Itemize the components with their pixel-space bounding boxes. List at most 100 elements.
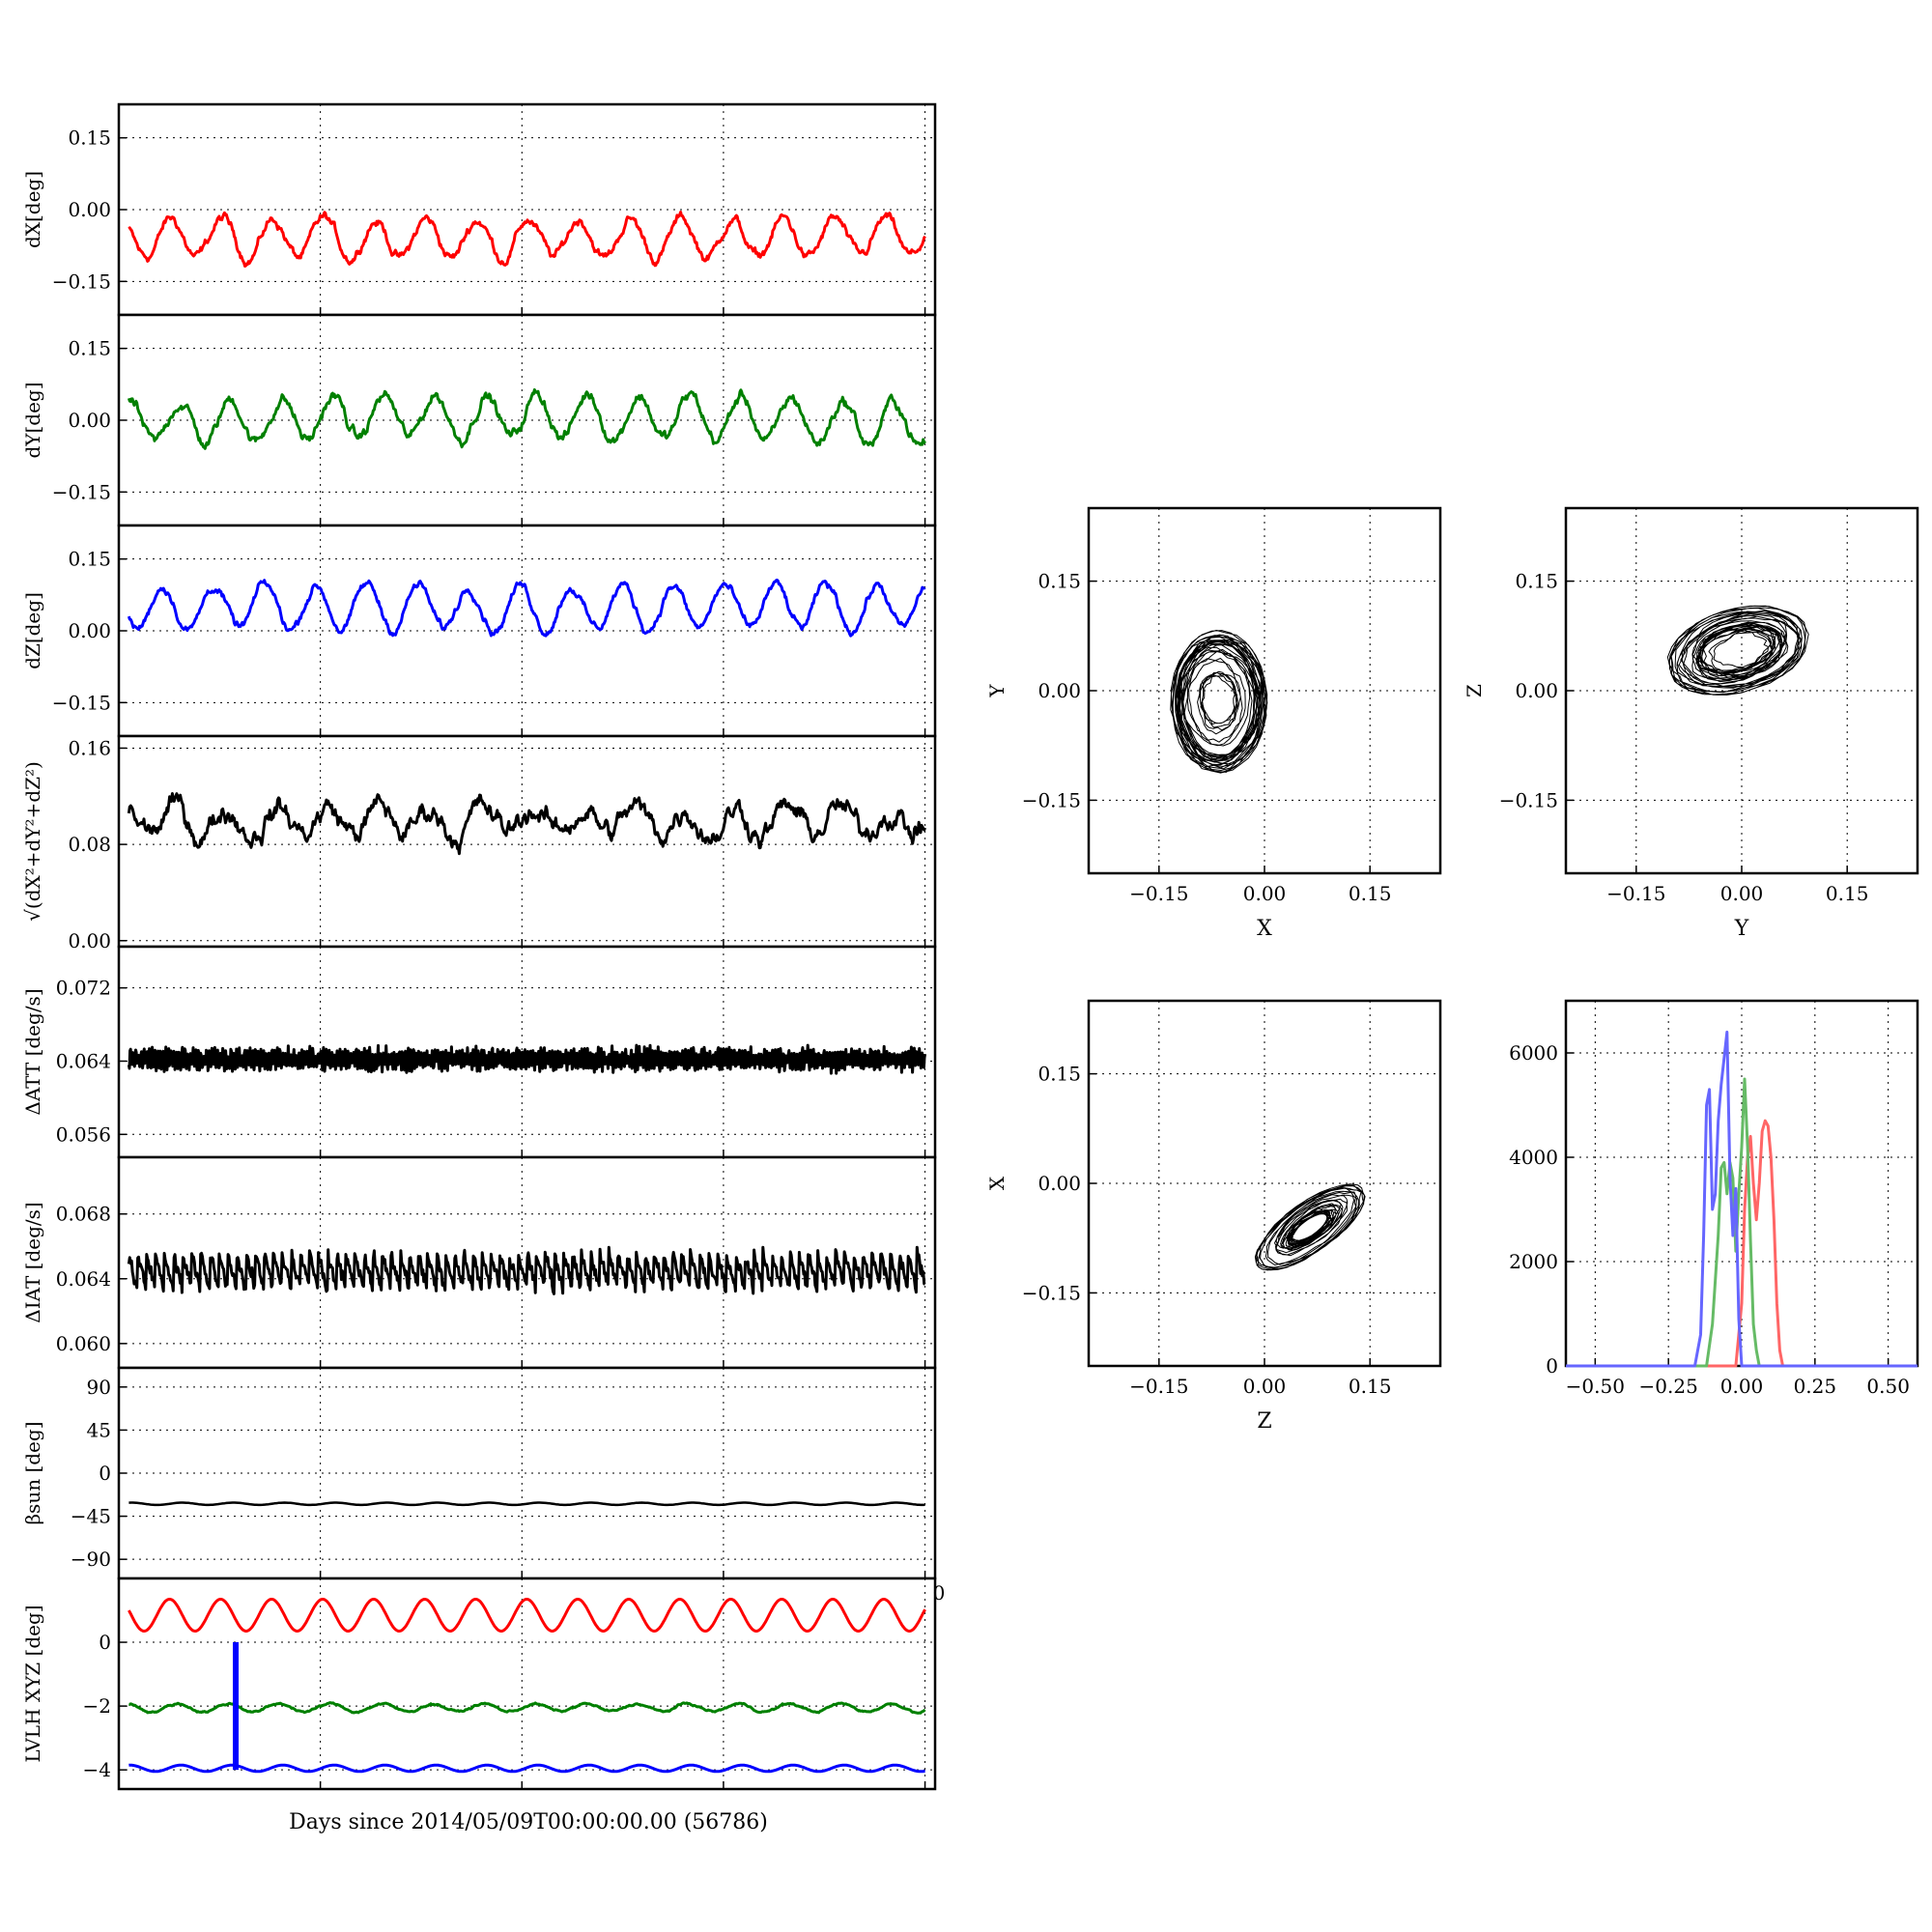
dATT-ylabel: ΔATT [deg/s] [21,988,44,1115]
beta-ytick-label-1: 45 [87,1418,111,1441]
ZX-xlabel: Z [1257,1409,1271,1434]
beta-ytick-label-3: −45 [71,1505,111,1528]
dR-ytick-label-2: 0.00 [68,929,111,952]
dY-ylabel: dY[deg] [21,382,44,458]
panel-YZ: 0.15 0.00 −0.15 −0.15 0.00 0.15 Z Y [1463,506,1919,941]
YZ-ytick-label-1: 0.00 [1515,679,1558,702]
YZ-ytick-label-2: −0.15 [1499,788,1558,811]
hist-ytick-label-0: 6000 [1509,1041,1558,1065]
dZ-ytick-label-0: 0.15 [68,548,111,571]
dZ-series-0 [127,579,926,638]
dY-ytick-label-1: 0.00 [68,409,111,432]
hist-xtick-label-2: 0.00 [1720,1375,1764,1398]
ZX-ytick-label-2: −0.15 [1022,1281,1081,1304]
panel-dATT: 0.072 0.064 0.056 ΔATT [deg/s] [21,945,937,1159]
dX-ytick-label-1: 0.00 [68,198,111,221]
hist-xtick-label-1: −0.25 [1639,1375,1698,1398]
dZ-ytick-label-1: 0.00 [68,619,111,642]
panel-dY: 0.15 0.00 −0.15 dY[deg] [21,313,937,527]
ZX-ytick-label-0: 0.15 [1037,1063,1081,1086]
beta-ylabel: βsun [deg] [21,1422,44,1525]
YZ-xtick-label-2: 0.15 [1826,882,1869,905]
dZ-ytick-label-2: −0.15 [52,691,111,714]
dIAT-ylabel: ΔIAT [deg/s] [21,1202,44,1322]
dX-series-0 [128,211,926,268]
beta-ytick-label-0: 90 [87,1376,111,1399]
beta-series-0 [128,1501,925,1507]
hist-ytick-label-1: 4000 [1509,1146,1558,1169]
dR-series-0 [127,792,926,856]
panel-dR: 0.16 0.08 0.00 √(dX²+dY²+dZ²) [21,734,937,952]
dR-ytick-label-0: 0.16 [68,736,111,759]
ZX-xtick-label-1: 0.00 [1243,1375,1287,1398]
dY-ytick-label-0: 0.15 [68,337,111,360]
YZ-xlabel: Y [1734,917,1749,941]
YZ-ylabel: Z [1463,684,1486,697]
panel-dIAT: 0.068 0.064 0.060 ΔIAT [deg/s] [21,1155,937,1370]
dZ-ylabel: dZ[deg] [21,592,44,669]
beta-ytick-label-4: −90 [71,1548,111,1571]
dX-ylabel: dX[deg] [21,171,44,248]
dATT-ytick-label-2: 0.056 [56,1122,111,1146]
ZX-series-0 [1254,1183,1366,1271]
lvlh-frame [117,1577,937,1791]
lvlh-ytick-label-0: 0 [99,1631,111,1654]
shared-x-axis-label: Days since 2014/05/09T00:00:00.00 (56786… [289,1810,768,1834]
XY-ytick-label-2: −0.15 [1022,788,1081,811]
hist-series-0 [1566,1119,1918,1368]
dATT-series-0 [127,1043,927,1075]
XY-xtick-label-2: 0.15 [1349,882,1392,905]
ZX-xtick-label-0: −0.15 [1129,1375,1188,1398]
chart-layer: 0.15 0.00 −0.15 dX[deg] 0.15 0.00 −0.15 dY[deg]… [21,102,1919,1791]
XY-xtick-label-1: 0.00 [1243,882,1287,905]
lvlh-ytick-label-1: −2 [83,1694,111,1718]
ZX-xtick-label-2: 0.15 [1349,1375,1392,1398]
panel-XY: 0.15 0.00 −0.15 −0.15 0.00 0.15 Y X [985,506,1442,941]
lvlh-series-0 [128,1598,926,1633]
hist-ytick-label-3: 0 [1546,1354,1558,1378]
hist-xtick-label-0: −0.50 [1566,1375,1625,1398]
lvlh-series-2 [128,1763,926,1774]
dATT-ytick-label-0: 0.072 [56,977,111,1000]
stray-tick-label: 0 [933,1581,946,1605]
hist-xtick-label-3: 0.25 [1794,1375,1837,1398]
YZ-series-0 [1666,605,1809,696]
panel-beta: 90 45 0 −45 −90 βsun [deg] [21,1366,937,1580]
XY-xtick-label-0: −0.15 [1129,882,1188,905]
dIAT-ytick-label-1: 0.064 [56,1267,111,1291]
panel-ZX: 0.15 0.00 −0.15 −0.15 0.00 0.15 X Z [985,999,1442,1434]
ZX-ytick-label-1: 0.00 [1037,1172,1081,1195]
YZ-xtick-label-0: −0.15 [1606,882,1665,905]
panel-dZ: 0.15 0.00 −0.15 dZ[deg] [21,524,937,738]
XY-ytick-label-0: 0.15 [1037,570,1081,593]
dY-ytick-label-2: −0.15 [52,480,111,503]
panel-hist: 6000 4000 2000 0 −0.50 −0.25 0.00 0.25 0.50 [1509,999,1919,1398]
panel-lvlh: 0 −2 −4 LVLH XYZ [deg] [21,1577,937,1791]
dX-ytick-label-2: −0.15 [52,270,111,293]
dIAT-ytick-label-0: 0.068 [56,1203,111,1226]
lvlh-ylabel: LVLH XYZ [deg] [21,1605,44,1762]
ZX-ylabel: X [985,1176,1009,1190]
dR-ytick-label-1: 0.08 [68,833,111,856]
XY-ytick-label-1: 0.00 [1037,679,1081,702]
lvlh-ytick-label-2: −4 [83,1758,111,1781]
XY-ylabel: Y [985,684,1009,698]
dIAT-ytick-label-2: 0.060 [56,1332,111,1355]
dIAT-series-0 [127,1245,926,1295]
dATT-ytick-label-1: 0.064 [56,1049,111,1072]
dR-frame [117,734,937,949]
hist-ytick-label-2: 2000 [1509,1250,1558,1273]
beta-ytick-label-2: 0 [99,1462,111,1485]
dR-ylabel: √(dX²+dY²+dZ²) [21,761,44,922]
dX-ytick-label-0: 0.15 [68,127,111,150]
panel-dX: 0.15 0.00 −0.15 dX[deg] [21,102,937,317]
dY-series-0 [127,388,926,450]
hist-series-2 [1566,1030,1918,1368]
lvlh-series-1 [128,1701,926,1715]
YZ-ytick-label-0: 0.15 [1515,570,1558,593]
XY-xlabel: X [1257,917,1272,941]
YZ-xtick-label-1: 0.00 [1720,882,1764,905]
hist-xtick-label-4: 0.50 [1866,1375,1910,1398]
XY-series-0 [1170,630,1268,774]
